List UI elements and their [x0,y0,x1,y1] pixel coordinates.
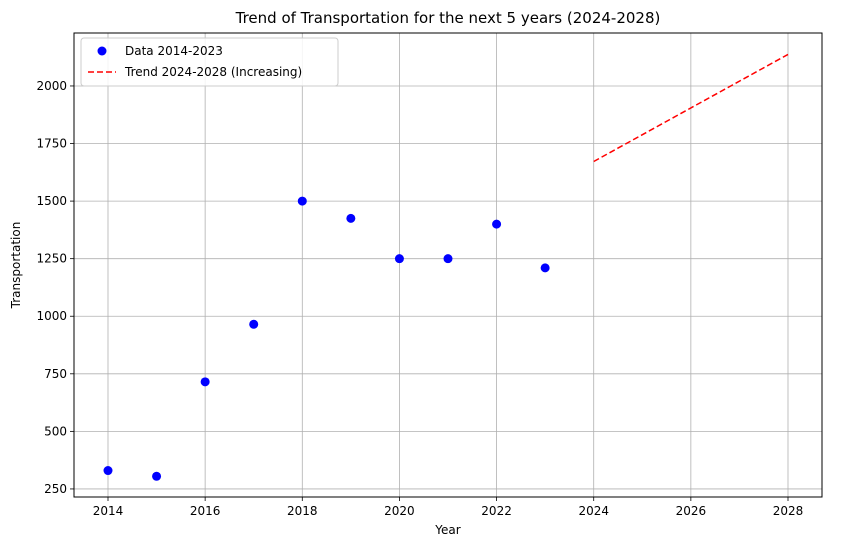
y-tick-label: 500 [44,424,67,438]
legend-label: Trend 2024-2028 (Increasing) [124,65,302,79]
x-tick-label: 2018 [287,504,318,518]
chart-title: Trend of Transportation for the next 5 y… [235,9,661,27]
data-point [152,471,162,481]
plot-series [103,53,789,481]
x-tick-label: 2020 [384,504,415,518]
y-axis-title: Transportation [9,222,23,310]
data-point [297,196,307,206]
y-tick-label: 750 [44,367,67,381]
y-tick-label: 1500 [36,194,67,208]
legend: Data 2014-2023 Trend 2024-2028 (Increasin… [80,37,339,87]
data-point [200,377,210,387]
y-tick-label: 250 [44,482,67,496]
gridlines [74,33,822,497]
y-tick-label: 1250 [36,252,67,266]
data-point [103,466,113,476]
legend-label: Data 2014-2023 [125,44,223,58]
x-tick-label: 2022 [481,504,512,518]
data-point [249,319,259,329]
x-tick-label: 2026 [676,504,707,518]
y-tick-label: 1750 [36,137,67,151]
trend-line [593,53,789,163]
data-point [346,213,356,223]
x-tick-label: 2014 [93,504,124,518]
data-point [394,254,404,264]
legend-box [80,37,339,87]
legend-marker-scatter [97,46,107,56]
x-tick-label: 2028 [773,504,804,518]
y-tick-label: 1000 [36,309,67,323]
axis-ticks: 2014 2016 2018 2020 2022 2024 2026 2028 250 500 75… [36,79,803,518]
data-point [443,254,453,264]
x-axis-title: Year [434,523,460,537]
data-point [492,219,502,229]
data-point [540,263,550,273]
x-tick-label: 2016 [190,504,221,518]
plot-frame [73,32,823,498]
x-tick-label: 2024 [578,504,609,518]
y-tick-label: 2000 [36,79,67,93]
